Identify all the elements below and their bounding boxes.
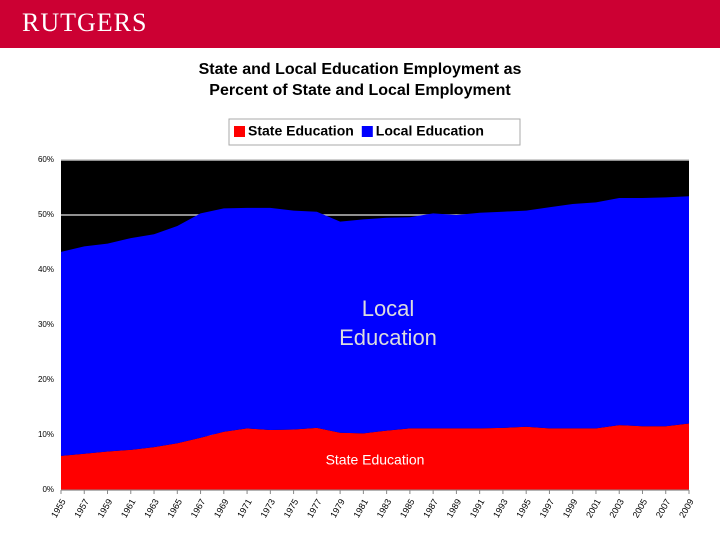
legend-box (228, 118, 521, 146)
x-tick-label: 1985 (398, 497, 417, 519)
x-tick-label: 1975 (282, 497, 301, 519)
annotation: Education (339, 325, 437, 350)
x-tick-label: 1999 (561, 497, 580, 519)
x-tick-label: 2003 (607, 497, 626, 519)
legend-label: State Education (248, 123, 354, 139)
y-tick-label: 0% (42, 485, 54, 494)
legend-swatch (234, 126, 245, 137)
area (61, 423, 689, 490)
x-tick-label: 1967 (189, 497, 208, 519)
y-tick-label: 50% (38, 210, 54, 219)
x-tick-label: 1995 (514, 497, 533, 519)
x-tick-label: 1961 (119, 497, 138, 519)
legend-swatch (361, 126, 373, 137)
y-tick-label: 20% (38, 375, 54, 384)
x-tick-label: 2007 (654, 497, 673, 519)
x-tick-label: 1979 (328, 497, 347, 519)
x-tick-label: 2009 (677, 497, 696, 519)
x-tick-label: 1993 (491, 497, 510, 519)
x-tick-label: 1969 (212, 497, 231, 519)
x-tick-label: 1957 (72, 497, 91, 519)
x-tick-label: 1997 (538, 497, 557, 519)
x-tick-label: 1991 (468, 497, 487, 519)
logo: RUTGERS (22, 8, 147, 37)
x-tick-label: 1971 (235, 497, 254, 519)
x-tick-label: 1989 (445, 497, 464, 519)
x-tick-label: 1959 (96, 497, 115, 519)
y-tick-label: 60% (38, 155, 54, 164)
x-tick-label: 1955 (49, 497, 68, 519)
x-tick-label: 1965 (165, 497, 184, 519)
x-tick-label: 1973 (258, 497, 277, 519)
chart-title: Percent of State and Local Employment (209, 82, 511, 99)
chart-title: State and Local Education Employment as (199, 61, 522, 78)
x-tick-label: 1977 (305, 497, 324, 519)
x-tick-label: 2005 (631, 497, 650, 519)
x-tick-label: 2001 (584, 497, 603, 519)
annotation: State Education (326, 452, 425, 468)
x-tick-label: 1983 (375, 497, 394, 519)
annotation: Local (362, 296, 415, 321)
legend-label: Local Education (376, 123, 484, 139)
y-tick-label: 10% (38, 430, 54, 439)
y-tick-label: 40% (38, 265, 54, 274)
area (61, 196, 689, 456)
x-tick-label: 1981 (351, 497, 370, 519)
header-bar (0, 0, 720, 48)
x-tick-label: 1987 (421, 497, 440, 519)
x-tick-label: 1963 (142, 497, 161, 519)
y-tick-label: 30% (38, 320, 54, 329)
